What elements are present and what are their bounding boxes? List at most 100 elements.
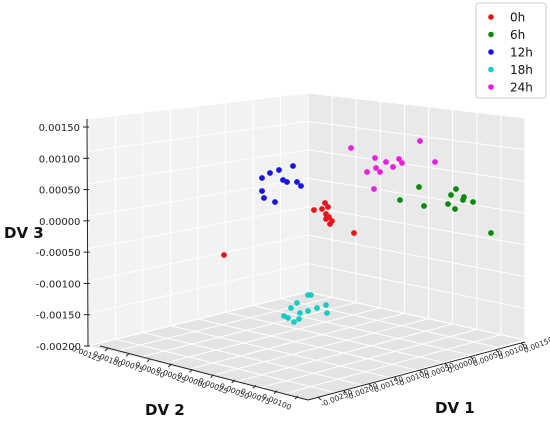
- legend-marker-6h: [488, 31, 494, 38]
- data-point-24h: [383, 159, 389, 165]
- data-point-6h: [452, 206, 458, 212]
- data-point-6h: [488, 230, 494, 236]
- data-point-24h: [396, 156, 402, 162]
- z-tick-label: -0.00050: [36, 248, 81, 259]
- x-tick-label: 0.00150: [522, 335, 550, 355]
- x-tick-mark: [343, 389, 347, 394]
- data-point-24h: [377, 169, 383, 175]
- data-point-0h: [319, 206, 325, 212]
- data-point-6h: [461, 194, 467, 200]
- legend: 0h 6h 12h 18h 24h: [475, 2, 547, 99]
- data-point-24h: [432, 159, 438, 165]
- data-point-6h: [453, 186, 459, 192]
- data-point-0h: [325, 204, 331, 210]
- data-point-18h: [285, 315, 291, 321]
- data-point-6h: [416, 184, 422, 190]
- data-point-6h: [448, 192, 454, 198]
- legend-box: [475, 2, 547, 99]
- x-tick-mark: [393, 376, 398, 381]
- data-point-12h: [290, 163, 296, 169]
- x-tick-mark: [317, 396, 322, 401]
- data-point-0h: [221, 252, 227, 258]
- x-axis-title: DV 1: [435, 399, 475, 417]
- data-point-18h: [323, 302, 329, 308]
- data-point-24h: [373, 165, 379, 171]
- z-tick-label: 0.00050: [39, 186, 80, 197]
- data-point-0h: [323, 216, 329, 222]
- legend-label: 24h: [510, 81, 533, 95]
- x-tick-mark: [444, 362, 449, 367]
- floor-edge-left: [87, 291, 309, 347]
- legend-label: 0h: [510, 11, 525, 25]
- z-axis-line: [86, 118, 89, 347]
- y-tick-mark: [210, 374, 214, 379]
- data-point-12h: [284, 179, 290, 185]
- data-point-18h: [296, 316, 302, 322]
- y-axis-title: DV 2: [145, 401, 185, 419]
- z-axis-title: DV 3: [4, 224, 44, 242]
- data-point-18h: [308, 292, 314, 298]
- y-tick-mark: [146, 358, 151, 363]
- z-axis-ticks: -0.00200 -0.00150 -0.00100 -0.00050 0.00000 0…: [36, 123, 90, 353]
- data-point-12h: [261, 195, 267, 201]
- y-tick-mark: [273, 390, 278, 395]
- legend-label: 6h: [510, 28, 525, 42]
- data-point-24h: [399, 160, 405, 166]
- legend-marker-24h: [488, 84, 494, 90]
- legend-marker-0h: [488, 14, 494, 20]
- legend-label: 18h: [510, 63, 533, 77]
- data-point-12h: [294, 179, 300, 185]
- z-tick-label: 0.00150: [39, 123, 80, 134]
- data-point-6h: [470, 199, 476, 205]
- y-tick-mark: [104, 347, 109, 352]
- data-point-0h: [311, 207, 317, 213]
- data-point-24h: [348, 145, 354, 151]
- data-point-12h: [259, 175, 265, 181]
- z-tick-label: -0.00200: [36, 342, 81, 353]
- data-point-18h: [324, 310, 330, 316]
- data-point-24h: [371, 186, 377, 192]
- x-tick-mark: [469, 356, 474, 360]
- data-point-24h: [417, 138, 423, 144]
- data-point-24h: [364, 169, 370, 175]
- floor-pane: [88, 292, 525, 400]
- data-point-12h: [272, 199, 278, 205]
- data-point-18h: [314, 305, 320, 311]
- data-point-24h: [390, 164, 396, 170]
- z-tick-label: -0.00100: [36, 279, 81, 290]
- data-point-18h: [288, 305, 294, 311]
- data-point-6h: [445, 201, 451, 207]
- data-point-18h: [294, 300, 300, 306]
- data-point-6h: [397, 197, 403, 203]
- z-tick-label: 0.00000: [39, 217, 80, 228]
- data-points: [221, 138, 494, 325]
- y-tick-mark: [231, 379, 236, 384]
- right-back-pane: [308, 93, 525, 340]
- x-tick-mark: [495, 349, 499, 354]
- y-tick-mark: [189, 368, 193, 373]
- y-tick-mark: [294, 395, 299, 400]
- y-axis-line: [99, 345, 309, 401]
- z-tick-label: -0.00150: [36, 311, 81, 322]
- legend-marker-12h: [488, 49, 494, 55]
- data-point-0h: [327, 221, 333, 227]
- data-point-0h: [351, 230, 357, 236]
- data-point-18h: [305, 308, 311, 314]
- x-axis-line: [307, 341, 526, 401]
- y-tick-mark: [252, 384, 257, 389]
- data-point-18h: [297, 310, 303, 316]
- data-point-12h: [276, 167, 282, 173]
- data-point-12h: [259, 188, 265, 194]
- floor-edge-right: [307, 291, 526, 341]
- legend-marker-18h: [488, 66, 494, 73]
- data-point-24h: [372, 155, 378, 161]
- data-point-18h: [291, 319, 297, 325]
- y-tick-mark: [167, 363, 172, 368]
- data-point-6h: [421, 203, 427, 209]
- legend-label: 12h: [510, 46, 533, 60]
- y-tick-mark: [125, 352, 130, 357]
- z-tick-label: 0.00100: [39, 154, 80, 165]
- data-point-12h: [267, 170, 273, 176]
- x-tick-mark: [520, 342, 525, 347]
